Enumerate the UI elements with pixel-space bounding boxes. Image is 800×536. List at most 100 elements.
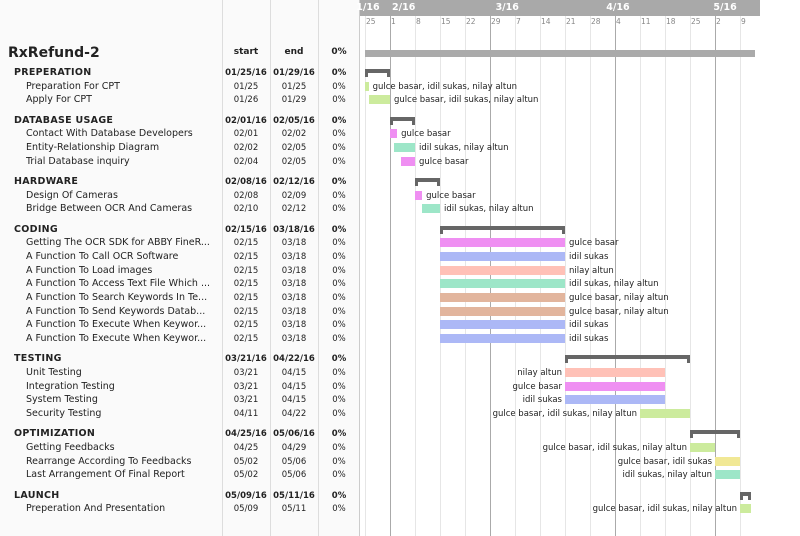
group-row[interactable]: TESTING 03/21/16 04/22/16 0% <box>0 352 360 366</box>
day-label: 2 <box>716 17 721 26</box>
task-row[interactable]: Getting Feedbacks 04/25 04/29 0% <box>0 441 360 455</box>
task-start: 04/11 <box>233 409 259 420</box>
end-column-header[interactable]: end <box>284 47 304 57</box>
task-bar[interactable] <box>393 143 415 152</box>
assignee-label: gulce basar, idil sukas <box>617 456 712 467</box>
task-end: 02/12 <box>281 204 307 215</box>
day-label: 7 <box>516 17 521 26</box>
task-row[interactable]: System Testing 03/21 04/15 0% <box>0 393 360 407</box>
task-end: 04/15 <box>281 395 307 406</box>
task-bar[interactable] <box>740 504 751 514</box>
group-progress: 0% <box>331 354 347 365</box>
task-progress: 0% <box>332 368 346 378</box>
day-label: 29 <box>491 17 501 26</box>
group-row[interactable]: OPTIMIZATION 04/25/16 05/06/16 0% <box>0 427 360 441</box>
task-row[interactable]: Apply For CPT 01/26 01/29 0% <box>0 93 360 107</box>
task-row[interactable]: Last Arrangement Of Final Report 05/02 05/… <box>0 468 360 482</box>
task-bar[interactable] <box>390 129 398 139</box>
task-name: A Function To Load images <box>26 264 153 276</box>
group-row[interactable]: HARDWARE 02/08/16 02/12/16 0% <box>0 175 360 189</box>
column-divider <box>270 0 271 536</box>
group-summary-bar[interactable] <box>690 430 740 439</box>
group-progress: 0% <box>331 224 347 235</box>
day-label: 25 <box>366 17 376 26</box>
day-label: 14 <box>541 17 551 26</box>
task-bar[interactable] <box>368 95 390 105</box>
task-bar[interactable] <box>565 381 665 391</box>
day-label: 11 <box>641 17 651 26</box>
group-row[interactable]: LAUNCH 05/09/16 05/11/16 0% <box>0 489 360 503</box>
task-row[interactable]: Preperation And Presentation 05/09 05/11 0% <box>0 502 360 516</box>
task-name: Last Arrangement Of Final Report <box>26 469 185 481</box>
group-summary-bar[interactable] <box>415 177 440 186</box>
task-row[interactable]: A Function To Execute When Keywor... 02/1… <box>0 332 360 346</box>
task-bar[interactable] <box>422 204 440 214</box>
task-row[interactable]: A Function To Search Keywords In Te... 02… <box>0 291 360 305</box>
task-bar[interactable] <box>440 265 565 275</box>
group-name: PREPERATION <box>14 67 92 78</box>
task-row[interactable]: A Function To Execute When Keywor... 02/1… <box>0 318 360 332</box>
group-row[interactable]: CODING 02/15/16 03/18/16 0% <box>0 223 360 237</box>
group-end: 04/22/16 <box>273 354 315 365</box>
task-row[interactable]: Unit Testing 03/21 04/15 0% <box>0 366 360 380</box>
task-bar[interactable] <box>440 293 565 302</box>
assignee-label: idil sukas <box>569 251 609 262</box>
task-row[interactable]: Preparation For CPT 01/25 01/25 0% <box>0 80 360 94</box>
task-row[interactable]: Rearrange According To Feedbacks 05/02 05/… <box>0 455 360 469</box>
task-bar[interactable] <box>690 443 715 452</box>
task-bar[interactable] <box>440 334 565 344</box>
task-bar[interactable] <box>440 279 565 289</box>
day-label: 9 <box>741 17 746 26</box>
task-name: Apply For CPT <box>26 94 92 106</box>
task-row[interactable]: A Function To Call OCR Software 02/15 03/1… <box>0 250 360 264</box>
group-summary-bar[interactable] <box>440 225 565 234</box>
project-summary-bar[interactable] <box>365 50 755 57</box>
task-bar[interactable] <box>440 251 565 261</box>
task-row[interactable]: Design Of Cameras 02/08 02/09 0% <box>0 189 360 203</box>
week-gridline <box>365 16 366 536</box>
group-row[interactable]: PREPERATION 01/25/16 01/29/16 0% <box>0 66 360 80</box>
task-name: System Testing <box>26 394 98 406</box>
task-row[interactable]: A Function To Load images 02/15 03/18 0% <box>0 264 360 278</box>
task-row[interactable]: Contact With Database Developers 02/01 02/… <box>0 127 360 141</box>
task-bar[interactable] <box>400 156 415 166</box>
task-name: Preperation And Presentation <box>26 503 166 515</box>
task-bar[interactable] <box>365 81 369 91</box>
group-row[interactable]: DATABASE USAGE 02/01/16 02/05/16 0% <box>0 114 360 128</box>
group-summary-bar[interactable] <box>365 69 390 77</box>
task-bar[interactable] <box>715 470 740 480</box>
progress-column-header[interactable]: 0% <box>331 47 347 57</box>
task-row[interactable]: Bridge Between OCR And Cameras 02/10 02/12… <box>0 202 360 216</box>
start-column-header[interactable]: start <box>233 47 259 57</box>
task-end: 02/09 <box>281 190 307 201</box>
task-bar[interactable] <box>565 368 665 377</box>
task-bar[interactable] <box>640 409 690 419</box>
group-summary-bar[interactable] <box>740 491 751 500</box>
task-bar[interactable] <box>440 306 565 316</box>
task-bar[interactable] <box>415 190 423 200</box>
task-progress: 0% <box>332 409 346 420</box>
task-row[interactable]: Getting The OCR SDK for ABBY FineR... 02/… <box>0 236 360 250</box>
assignee-label: idil sukas <box>569 320 609 331</box>
assignee-label: gulce basar, nilay altun <box>569 293 669 303</box>
group-name: HARDWARE <box>14 175 79 187</box>
task-start: 05/02 <box>233 456 259 467</box>
task-row[interactable]: Trial Database inquiry 02/04 02/05 0% <box>0 155 360 169</box>
task-row[interactable]: A Function To Access Text File Which ...… <box>0 277 360 291</box>
week-gridline <box>440 16 441 536</box>
week-gridline <box>465 16 466 536</box>
task-row[interactable]: Entity-Relationship Diagram 02/02 02/05 0% <box>0 141 360 155</box>
assignee-label: gulce basar <box>512 381 563 392</box>
task-bar[interactable] <box>440 320 565 330</box>
task-progress: 0% <box>332 334 346 345</box>
group-summary-bar[interactable] <box>565 355 690 364</box>
task-bar[interactable] <box>440 238 565 248</box>
task-row[interactable]: Integration Testing 03/21 04/15 0% <box>0 380 360 394</box>
group-summary-bar[interactable] <box>390 116 415 125</box>
task-bar[interactable] <box>565 395 665 405</box>
task-progress: 0% <box>332 470 346 481</box>
task-row[interactable]: A Function To Send Keywords Datab... 02/1… <box>0 305 360 319</box>
task-bar[interactable] <box>715 456 740 466</box>
task-row[interactable]: Security Testing 04/11 04/22 0% <box>0 407 360 421</box>
task-progress: 0% <box>332 306 346 317</box>
